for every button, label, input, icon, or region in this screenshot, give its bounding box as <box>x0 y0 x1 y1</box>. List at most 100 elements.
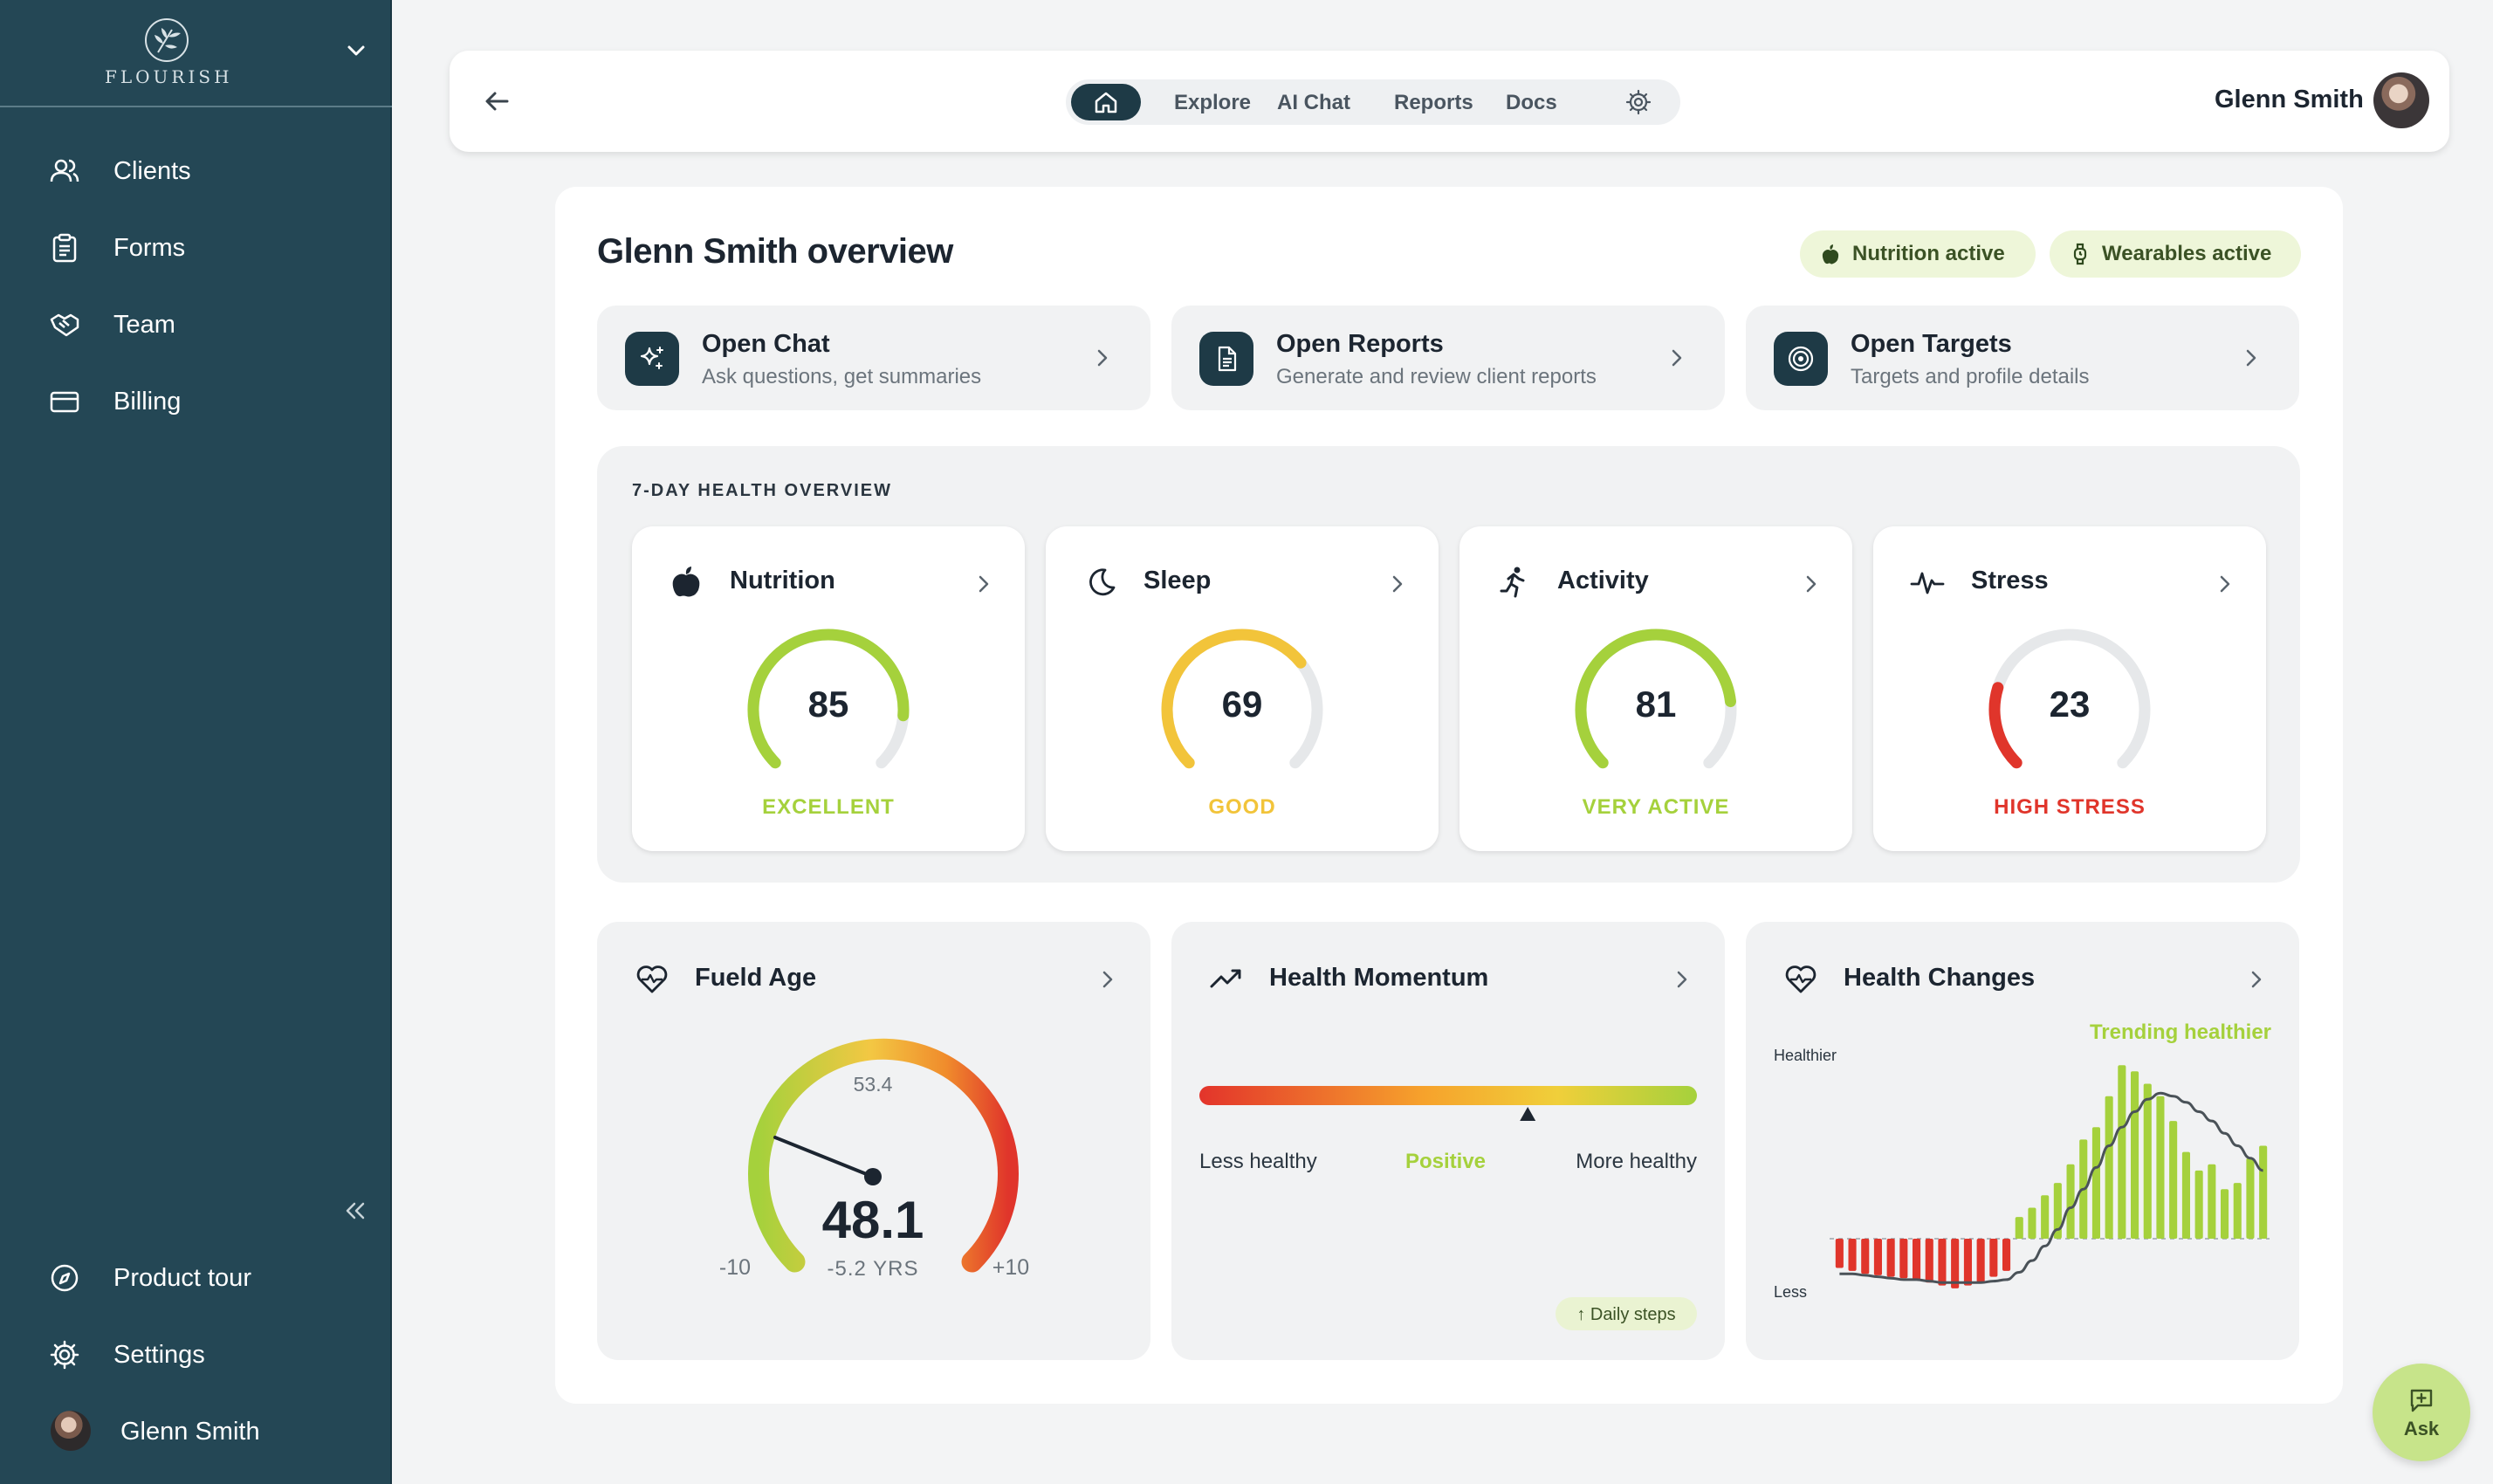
card-title: Sleep <box>1143 567 1212 594</box>
compass-icon <box>51 1264 79 1292</box>
apple-icon <box>672 567 700 597</box>
handshake-icon <box>50 313 79 337</box>
chart-bar <box>2208 1164 2216 1239</box>
momentum-marker <box>1520 1107 1536 1121</box>
chevron-right-icon <box>1097 349 1108 367</box>
tab-explore[interactable]: Explore <box>1174 91 1252 114</box>
score-gauge <box>1161 629 1323 769</box>
back-arrow-icon[interactable] <box>481 87 512 115</box>
reference-age: 53.4 <box>854 1073 893 1096</box>
fueld-age-gauge: 53.4 48.1 -5.2 YRS -10 +10 <box>719 1038 1029 1281</box>
sleep-card[interactable]: Sleep 69 GOOD <box>1046 526 1439 851</box>
chart-bar <box>2143 1083 2152 1239</box>
document-icon <box>1218 346 1237 372</box>
card-title: Health Changes <box>1844 964 2036 992</box>
home-icon <box>1095 92 1117 113</box>
chevron-right-icon <box>1672 349 1682 367</box>
sidebar-item-label: Clients <box>113 156 191 185</box>
sidebar-item-billing[interactable]: Billing <box>0 367 392 436</box>
running-icon <box>1500 567 1525 598</box>
card-title: Health Momentum <box>1269 964 1489 992</box>
age-delta: -5.2 YRS <box>828 1257 919 1281</box>
quick-action-title: Open Reports <box>1276 330 1444 358</box>
overview-panel: Glenn Smith overview Nutrition active We… <box>555 187 2343 1404</box>
avatar[interactable] <box>2373 72 2429 128</box>
chart-bar <box>2246 1158 2255 1239</box>
chart-bar <box>2091 1127 2100 1239</box>
trend-line <box>1839 1091 2263 1284</box>
stress-card[interactable]: Stress 23 HIGH STRESS <box>1873 526 2266 851</box>
fueld-age-card[interactable]: Fueld Age 53.4 48.1 -5.2 YRS -10 +10 <box>597 922 1150 1360</box>
tab-docs[interactable]: Docs <box>1506 91 1557 114</box>
chart-bar <box>2156 1096 2165 1239</box>
min-label: -10 <box>719 1255 751 1280</box>
daily-steps-chip[interactable] <box>1556 1297 1697 1330</box>
open-chat-button[interactable]: Open Chat Ask questions, get summaries <box>597 306 1150 410</box>
center-label: Positive <box>1405 1150 1486 1173</box>
chart-bar <box>1963 1239 1972 1286</box>
gear-icon[interactable] <box>1624 88 1652 116</box>
sidebar-item-label: Product tour <box>113 1263 251 1292</box>
sidebar-item-clients[interactable]: Clients <box>0 136 392 206</box>
badge-label: Nutrition active <box>1852 242 2005 265</box>
tab-reports[interactable]: Reports <box>1394 91 1473 114</box>
trend-label: Trending healthier <box>2090 1020 2271 1044</box>
sidebar-item-product-tour[interactable]: Product tour <box>0 1243 392 1313</box>
heart-pulse-icon <box>1785 965 1817 993</box>
top-bar: Explore AI Chat Reports Docs Glenn Smith <box>450 51 2449 152</box>
quick-action-icon-box <box>1774 332 1828 386</box>
brand-name: FLOURISH <box>105 66 233 87</box>
brand-header[interactable]: FLOURISH <box>0 0 392 107</box>
sidebar-item-forms[interactable]: Forms <box>0 213 392 283</box>
health-changes-card[interactable]: Health Changes Trending healthier Health… <box>1746 922 2299 1360</box>
chart-bar <box>2053 1183 2062 1239</box>
chart-bar <box>1925 1239 1933 1283</box>
score-gauge <box>747 629 910 769</box>
chart-bar <box>2028 1207 2036 1239</box>
quick-action-subtitle: Ask questions, get summaries <box>702 365 982 388</box>
sidebar-item-label: Billing <box>113 387 182 416</box>
avatar[interactable] <box>51 1411 91 1451</box>
score-status: GOOD <box>1208 795 1276 819</box>
collapse-sidebar-icon[interactable] <box>340 1198 368 1224</box>
sidebar-item-team[interactable]: Team <box>0 290 392 360</box>
sidebar-item-profile[interactable]: Glenn Smith <box>0 1397 392 1467</box>
chart-bar <box>2131 1071 2139 1239</box>
chart-bar <box>2041 1195 2050 1239</box>
activity-card[interactable]: Activity 81 VERY ACTIVE <box>1459 526 1852 851</box>
gauge-fill <box>1161 629 1307 769</box>
user-name: Glenn Smith <box>2215 86 2364 113</box>
tab-ai-chat[interactable]: AI Chat <box>1277 91 1350 114</box>
momentum-bar: Less healthy Positive More healthy ↑ Dai… <box>1199 1086 1697 1330</box>
score-status: VERY ACTIVE <box>1582 795 1730 819</box>
home-tab[interactable] <box>1071 84 1141 120</box>
chevron-right-icon <box>2246 349 2256 367</box>
chart-bar <box>2259 1145 2268 1239</box>
ask-button[interactable]: Ask <box>2373 1364 2470 1461</box>
nutrition-card[interactable]: Nutrition 85 EXCELLENT <box>632 526 1025 851</box>
health-momentum-card[interactable]: Health Momentum Less healthy Positive Mo… <box>1171 922 1725 1360</box>
watch-icon <box>2073 243 2087 265</box>
sparkles-icon <box>640 347 663 369</box>
chart-bar <box>2066 1164 2075 1239</box>
sidebar-item-label: Forms <box>113 233 186 262</box>
sidebar-item-settings[interactable]: Settings <box>0 1320 392 1390</box>
score-gauge <box>1575 629 1737 769</box>
target-icon <box>1788 346 1814 372</box>
chevron-down-icon[interactable] <box>344 40 368 61</box>
chevron-right-icon <box>1392 575 1403 593</box>
score-status: EXCELLENT <box>762 795 895 819</box>
trending-up-icon <box>1210 969 1241 988</box>
chart-bar <box>1938 1239 1947 1286</box>
score-value: 81 <box>1635 684 1677 725</box>
leaf-logo-icon <box>145 18 189 62</box>
heart-pulse-icon <box>636 965 668 993</box>
chart-bar <box>1861 1239 1870 1274</box>
users-icon <box>50 159 79 182</box>
apple-icon <box>1822 244 1839 265</box>
ask-label: Ask <box>2403 1418 2440 1439</box>
open-targets-button[interactable]: Open Targets Targets and profile details <box>1746 306 2299 410</box>
max-label: +10 <box>992 1255 1029 1280</box>
open-reports-button[interactable]: Open Reports Generate and review client … <box>1171 306 1725 410</box>
sidebar-item-label: Settings <box>113 1340 205 1369</box>
